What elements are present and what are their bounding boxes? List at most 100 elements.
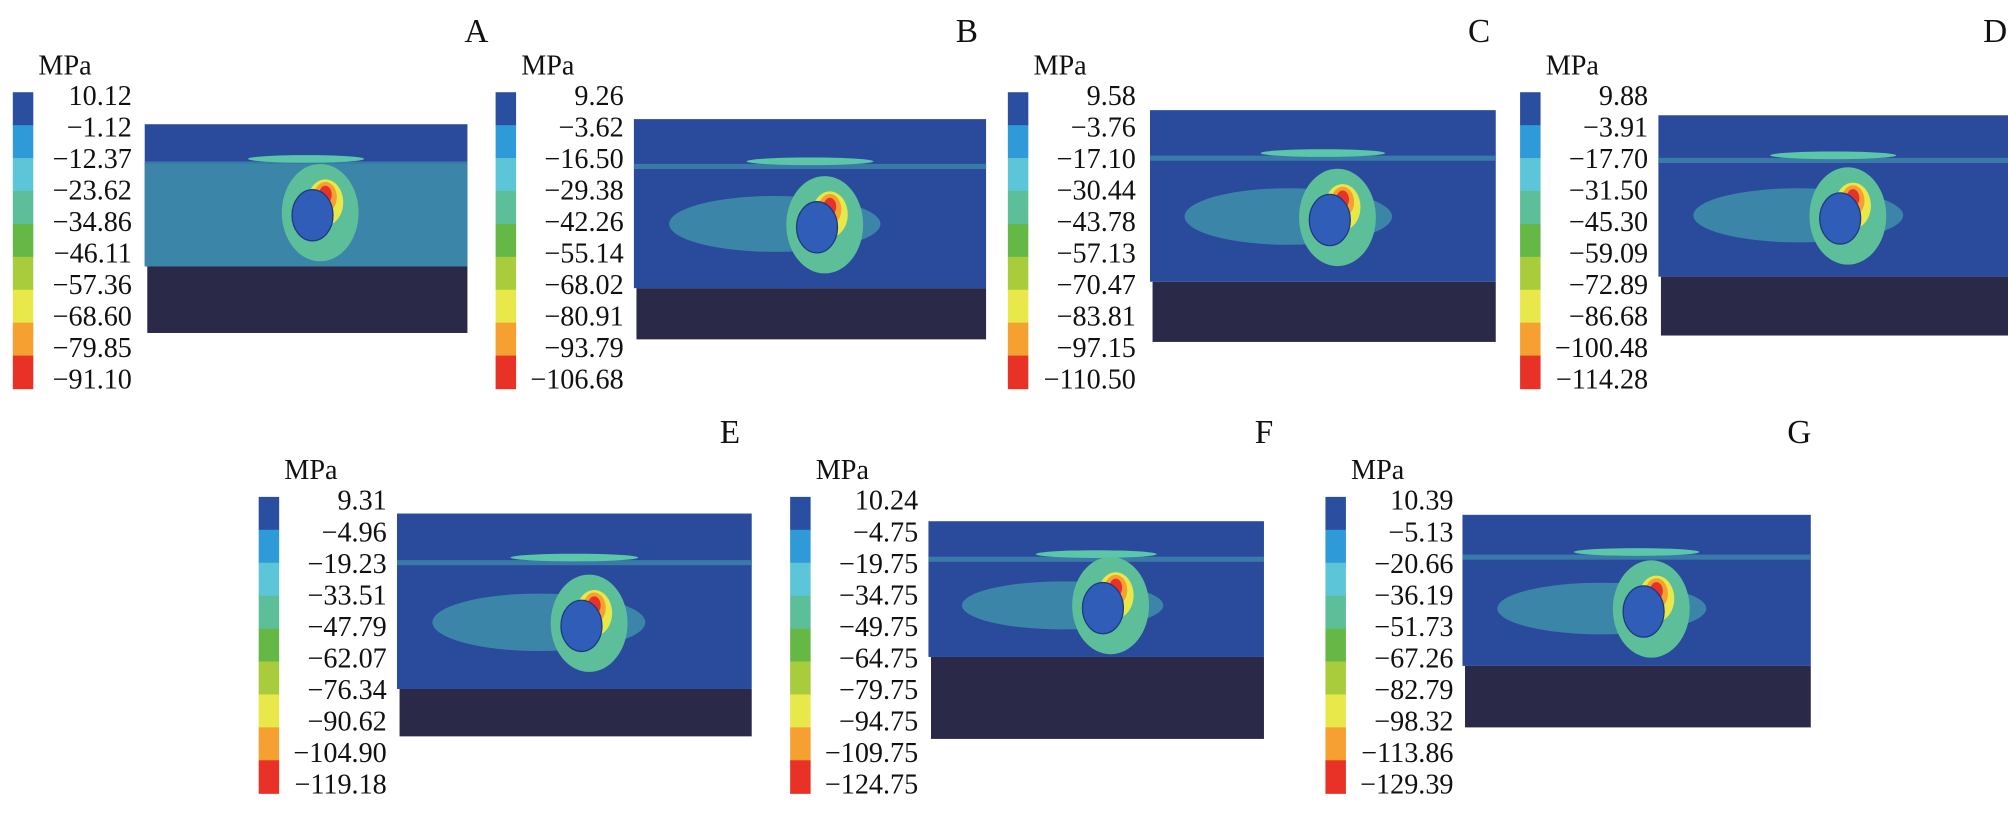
- legend-value: −4.75: [853, 517, 918, 548]
- legend-swatch: [495, 92, 517, 126]
- legend-value: −97.15: [1057, 333, 1136, 364]
- legend-value: −4.96: [322, 517, 387, 548]
- model-layer: [396, 560, 752, 566]
- legend-value: 10.24: [855, 486, 918, 517]
- legend-value: −124.75: [825, 769, 918, 800]
- legend-value: −119.18: [294, 769, 386, 800]
- legend-swatch: [1007, 223, 1029, 258]
- panel-label: F: [1255, 414, 1274, 451]
- legend-value: −83.81: [1057, 302, 1136, 333]
- legend-swatch: [790, 496, 811, 531]
- legend-value: −110.50: [1044, 365, 1136, 396]
- legend-swatch: [1007, 158, 1029, 192]
- legend-swatch: [12, 322, 34, 357]
- legend-swatch: [790, 661, 811, 696]
- legend-value: −45.30: [1569, 207, 1648, 238]
- legend-value: 10.12: [69, 81, 132, 112]
- legend-value: 9.88: [1599, 81, 1648, 112]
- legend-value: −33.51: [308, 580, 387, 611]
- legend-swatch: [1007, 355, 1029, 390]
- legend-swatch: [1520, 355, 1541, 390]
- legend-value: −129.39: [1360, 769, 1453, 800]
- stress-band: [247, 155, 365, 163]
- panel-label: G: [1787, 414, 1811, 451]
- legend-value: −31.50: [1569, 176, 1648, 207]
- legend-swatch: [495, 289, 517, 324]
- model-base: [399, 688, 752, 737]
- legend-swatch: [1520, 289, 1541, 324]
- implant: [1308, 193, 1351, 247]
- legend-swatch: [1325, 496, 1346, 531]
- implant: [1622, 585, 1665, 638]
- panel: B MPa9.26−3.62−16.50−29.38−42.26−55.14−68…: [495, 13, 987, 396]
- legend-value: −23.62: [53, 176, 132, 207]
- implant: [560, 599, 603, 653]
- legend-swatch: [790, 760, 811, 794]
- legend-swatch: [790, 595, 811, 630]
- legend-swatch: [258, 562, 280, 597]
- legend-value: −79.75: [839, 675, 918, 706]
- legend-value: −104.90: [293, 738, 386, 769]
- model-base: [1660, 276, 2008, 336]
- panel-label: B: [956, 13, 978, 50]
- legend-value: −68.02: [544, 270, 623, 301]
- legend-unit: MPa: [1033, 50, 1087, 81]
- legend-value: −55.14: [544, 239, 623, 270]
- legend-swatch: [258, 628, 280, 663]
- legend-swatch: [495, 125, 517, 159]
- legend-swatch: [495, 223, 517, 258]
- model-base: [636, 288, 987, 340]
- legend-value: −59.09: [1569, 239, 1648, 270]
- panel: F MPa10.24−4.75−19.75−34.75−49.75−64.75−7…: [790, 414, 1273, 800]
- legend-swatch: [1007, 125, 1029, 159]
- legend-value: −17.10: [1057, 144, 1136, 175]
- legend-value: −109.75: [825, 738, 918, 769]
- legend-value: −3.62: [559, 113, 624, 144]
- legend-swatch: [790, 727, 811, 761]
- implant: [1081, 581, 1125, 635]
- legend-value: −20.66: [1374, 549, 1453, 580]
- legend-value: −5.13: [1388, 517, 1453, 548]
- legend-swatch: [1520, 92, 1541, 126]
- legend-swatch: [790, 628, 811, 663]
- legend-value: 9.26: [574, 81, 623, 112]
- legend-swatch: [12, 125, 34, 159]
- panel-label: D: [1983, 13, 2007, 50]
- legend-value: −43.78: [1057, 207, 1136, 238]
- legend-swatch: [790, 529, 811, 564]
- legend-swatch: [495, 355, 517, 390]
- legend-swatch: [1520, 256, 1541, 291]
- panel: C MPa9.58−3.76−17.10−30.44−43.78−57.13−70…: [1007, 13, 1496, 396]
- legend-swatch: [1325, 727, 1346, 761]
- legend-value: −3.76: [1071, 113, 1136, 144]
- panel: E MPa9.31−4.96−19.23−33.51−47.79−62.07−76…: [258, 414, 752, 800]
- legend-value: −67.26: [1374, 643, 1453, 674]
- legend-swatch: [1325, 760, 1346, 794]
- legend-swatch: [1520, 322, 1541, 357]
- legend-unit: MPa: [38, 50, 92, 81]
- legend-value: 9.58: [1087, 81, 1136, 112]
- legend-unit: MPa: [1351, 455, 1405, 486]
- legend-value: −76.34: [308, 675, 387, 706]
- model-layer: [1658, 157, 2008, 164]
- legend-value: −70.47: [1057, 270, 1136, 301]
- model-base: [1465, 665, 1811, 728]
- legend-value: −93.79: [544, 333, 623, 364]
- legend-value: −57.36: [53, 270, 132, 301]
- model-layer: [633, 163, 987, 169]
- legend-value: −114.28: [1556, 365, 1648, 396]
- implant: [795, 201, 839, 254]
- legend-value: −91.10: [53, 365, 132, 396]
- panel: A MPa10.12−1.12−12.37−23.62−34.86−46.11−5…: [12, 13, 488, 396]
- legend-swatch: [1325, 595, 1346, 630]
- legend-swatch: [258, 760, 280, 794]
- legend-value: −16.50: [544, 144, 623, 175]
- model-base: [147, 266, 468, 333]
- model-base: [931, 656, 1264, 739]
- legend-value: −82.79: [1374, 675, 1453, 706]
- stress-band: [510, 553, 639, 562]
- legend-swatch: [1325, 628, 1346, 663]
- model-layer: [1149, 155, 1496, 161]
